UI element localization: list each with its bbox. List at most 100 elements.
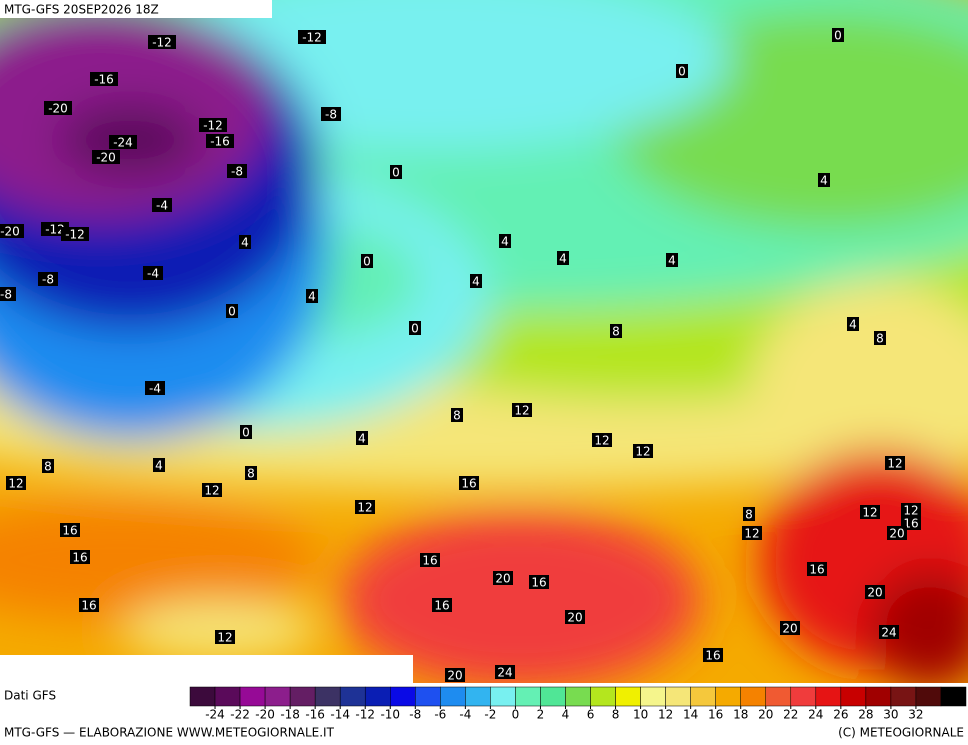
label-bg [860, 505, 880, 519]
colorbar-swatch [740, 686, 766, 707]
label-bg [42, 459, 54, 473]
label-bg [565, 610, 585, 624]
contour-label: 12 [744, 527, 759, 541]
contour-label: 4 [820, 174, 828, 188]
copyright: (C) METEOGIORNALE [838, 726, 964, 740]
colorbar-label: 24 [808, 708, 823, 722]
contour-label: 20 [447, 669, 462, 683]
colorbar-label: 10 [633, 708, 648, 722]
label-bg [38, 272, 58, 286]
colorbar-swatch [364, 686, 391, 707]
colorbar-swatch [590, 686, 616, 707]
label-bg [61, 227, 89, 241]
contour-label: -24 [113, 136, 133, 150]
colorbar-label: 2 [537, 708, 545, 722]
label-bg [633, 444, 653, 458]
temperature-field [0, 0, 968, 683]
contour-label: 0 [242, 426, 250, 440]
label-bg [865, 585, 885, 599]
label-bg [874, 331, 886, 345]
contour-label: 0 [834, 29, 842, 43]
label-bg [676, 64, 688, 78]
label-bg [361, 254, 373, 268]
label-bg [459, 476, 479, 490]
contour-label: 8 [876, 332, 884, 346]
contour-label: -20 [96, 151, 116, 165]
contour-label: 12 [204, 484, 219, 498]
label-bg [206, 134, 234, 148]
contour-label: 12 [357, 501, 372, 515]
label-bg [145, 381, 165, 395]
colorbar-label: -2 [484, 708, 496, 722]
contour-label: -16 [210, 135, 230, 149]
colorbar-label: -6 [434, 708, 446, 722]
label-bg [420, 553, 440, 567]
label-bg [847, 317, 859, 331]
contour-label: 8 [247, 467, 255, 481]
label-bg [215, 630, 235, 644]
colorbar-label: -8 [409, 708, 421, 722]
contour-label: 4 [501, 235, 509, 249]
label-bg [79, 598, 99, 612]
label-bg [610, 324, 622, 338]
contour-label: 8 [612, 325, 620, 339]
colorbar-label: 28 [858, 708, 873, 722]
contour-label: -12 [203, 119, 223, 133]
contour-label: 8 [745, 508, 753, 522]
contour-label: -8 [231, 165, 243, 179]
label-bg [152, 198, 172, 212]
label-bg [0, 287, 16, 301]
colorbar-swatch [490, 686, 516, 707]
label-bg [6, 476, 26, 490]
colorbar-swatch [890, 686, 917, 707]
colorbar-label: -18 [280, 708, 300, 722]
label-bg [445, 668, 465, 682]
contour-label: 0 [678, 65, 686, 79]
colorbar-swatch [765, 686, 792, 707]
label-bg [742, 526, 762, 540]
contour-label: 16 [705, 649, 720, 663]
colorbar-label: 6 [587, 708, 595, 722]
blank-box [0, 655, 413, 683]
label-bg [887, 526, 907, 540]
label-bg [153, 458, 165, 472]
colorbar-swatch [640, 686, 666, 707]
contour-label: 4 [308, 290, 316, 304]
colorbar-swatch [915, 686, 942, 707]
label-bg [818, 173, 830, 187]
contour-label: 12 [862, 506, 877, 520]
label-bg [90, 72, 118, 86]
contour-label: -8 [42, 273, 54, 287]
colorbar-label: 26 [833, 708, 848, 722]
credit: MTG-GFS — ELABORAZIONE WWW.METEOGIORNALE… [4, 726, 335, 740]
contour-label: 16 [81, 599, 96, 613]
contour-label: 12 [903, 504, 918, 518]
contour-label: -12 [152, 36, 172, 50]
contour-label: -12 [302, 31, 322, 45]
label-bg [92, 150, 120, 164]
contour-label: 20 [567, 611, 582, 625]
colorbar-label: -10 [380, 708, 400, 722]
contour-label: 20 [889, 527, 904, 541]
contour-label: 16 [422, 554, 437, 568]
colorbar-swatch [465, 686, 491, 707]
colorbar-swatch [440, 686, 466, 707]
contour-label: 8 [44, 460, 52, 474]
contour-label: 16 [903, 517, 918, 531]
colorbar-label: 22 [783, 708, 798, 722]
label-bg [70, 550, 90, 564]
contour-label: 0 [228, 305, 236, 319]
contour-label: -4 [156, 199, 168, 213]
colorbar-label: 0 [512, 708, 520, 722]
colorbar-swatch [615, 686, 641, 707]
label-bg [226, 304, 238, 318]
colorbar-swatch [665, 686, 691, 707]
contour-label: 12 [514, 404, 529, 418]
colorbar-swatch [264, 686, 291, 707]
colorbar-swatch [314, 686, 341, 707]
label-bg [470, 274, 482, 288]
colorbar-swatch [715, 686, 741, 707]
label-bg [832, 28, 844, 42]
label-bg [493, 571, 513, 585]
colorbar-swatch [940, 686, 967, 707]
